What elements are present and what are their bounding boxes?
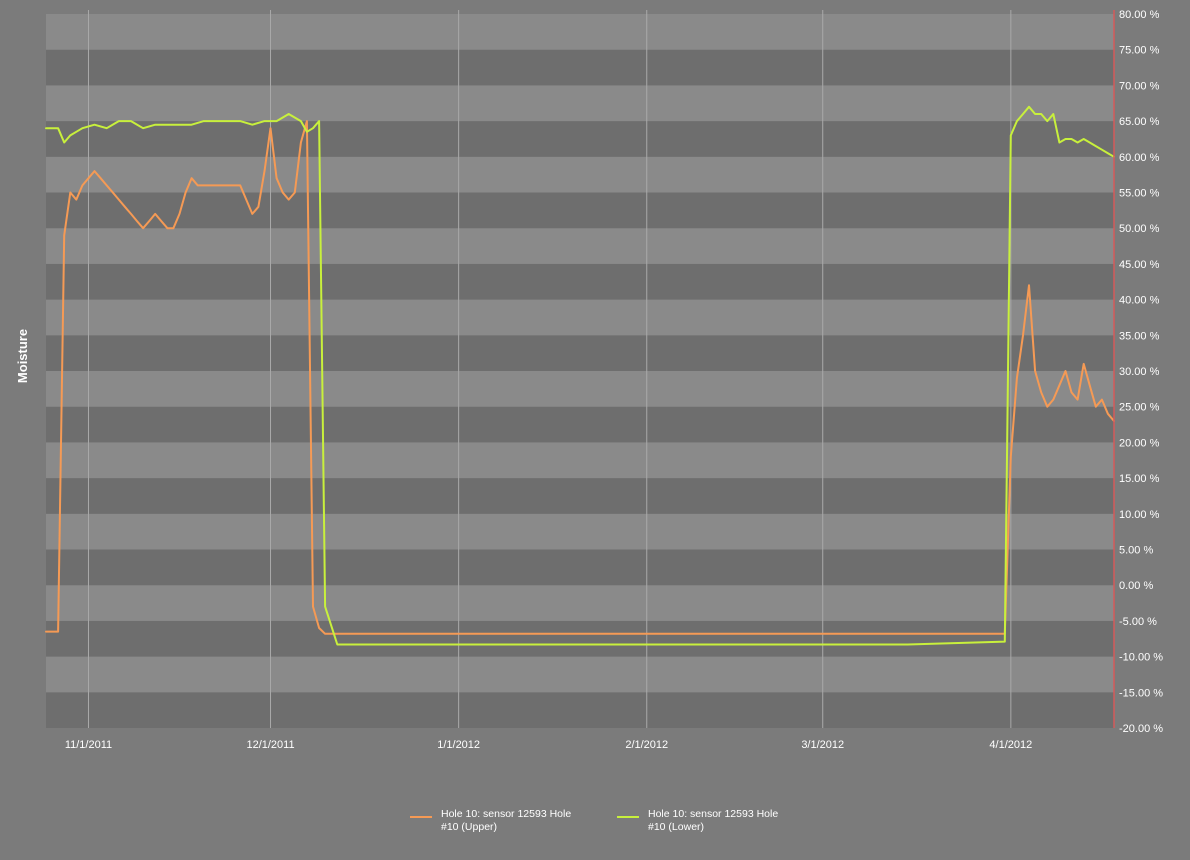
plot-band xyxy=(46,299,1114,336)
plot-band xyxy=(46,85,1114,122)
y-tick-label: 80.00 % xyxy=(1119,9,1160,21)
y-tick-label: 5.00 % xyxy=(1119,545,1153,557)
plot-band xyxy=(46,263,1114,300)
series-layer xyxy=(45,105,1115,646)
plot-band xyxy=(46,442,1114,479)
plot-band xyxy=(46,692,1114,728)
legend-label: #10 (Lower) xyxy=(648,821,704,833)
y-tick-label: -10.00 % xyxy=(1119,652,1163,664)
plot-band xyxy=(46,656,1114,693)
y-tick-label: -15.00 % xyxy=(1119,687,1163,699)
x-tick-label: 3/1/2012 xyxy=(801,739,844,751)
plot-band xyxy=(46,121,1114,157)
y-axis-label: Moisture xyxy=(15,329,30,383)
x-tick-label: 2/1/2012 xyxy=(625,739,668,751)
plot-band xyxy=(46,620,1114,657)
y-tick-label: 10.00 % xyxy=(1119,509,1160,521)
y-tick-label: 70.00 % xyxy=(1119,80,1160,92)
plot-band xyxy=(46,14,1114,50)
y-tick-label: 45.00 % xyxy=(1119,259,1160,271)
y-tick-label: 40.00 % xyxy=(1119,295,1160,307)
y-tick-label: 35.00 % xyxy=(1119,330,1160,342)
x-tick-label: 12/1/2011 xyxy=(246,739,294,751)
plot-band xyxy=(46,49,1114,86)
y-tick-label: 65.00 % xyxy=(1119,116,1160,128)
plot-band xyxy=(46,478,1114,514)
y-tick-label: 75.00 % xyxy=(1119,45,1160,57)
plot-bands xyxy=(46,14,1114,728)
x-tick-labels: 11/1/2011 12/1/2011 1/1/2012 2/1/2012 3/1/20… xyxy=(65,739,1032,751)
y-tick-label: 15.00 % xyxy=(1119,473,1160,485)
y-tick-label: 0.00 % xyxy=(1119,580,1153,592)
plot-band xyxy=(46,192,1114,229)
x-tick-label: 4/1/2012 xyxy=(989,739,1032,751)
plot-band xyxy=(46,406,1114,443)
legend-item: Hole 10: sensor 12593 Hole#10 (Upper) xyxy=(410,808,571,833)
legend-item: Hole 10: sensor 12593 Hole#10 (Lower) xyxy=(617,808,778,833)
legend-label: Hole 10: sensor 12593 Hole xyxy=(441,808,571,820)
y-tick-label: 20.00 % xyxy=(1119,437,1160,449)
legend: Hole 10: sensor 12593 Hole#10 (Upper)Hol… xyxy=(410,808,778,833)
y-tick-label: 55.00 % xyxy=(1119,188,1160,200)
plot-band xyxy=(46,156,1114,193)
plot-band xyxy=(46,513,1114,550)
y-tick-label: 25.00 % xyxy=(1119,402,1160,414)
legend-label: Hole 10: sensor 12593 Hole xyxy=(648,808,778,820)
y-tick-label: 30.00 % xyxy=(1119,366,1160,378)
y-tick-label: -20.00 % xyxy=(1119,723,1163,735)
x-tick-label: 1/1/2012 xyxy=(437,739,480,751)
plot-band xyxy=(46,335,1114,371)
legend-label: #10 (Upper) xyxy=(441,821,497,833)
y-tick-label: 50.00 % xyxy=(1119,223,1160,235)
y-tick-label: 60.00 % xyxy=(1119,152,1160,164)
plot-band xyxy=(46,549,1114,586)
y-tick-label: -5.00 % xyxy=(1119,616,1157,628)
x-tick-label: 11/1/2011 xyxy=(65,739,112,751)
plot-band xyxy=(46,585,1114,621)
series-line-lower xyxy=(45,105,1115,646)
series-line-upper xyxy=(45,120,1115,635)
y-tick-labels: -20.00 % -15.00 % -10.00 % -5.00 % 0.00 % 5.0… xyxy=(1119,9,1163,735)
plot-band xyxy=(46,228,1114,264)
plot-band xyxy=(46,371,1114,407)
